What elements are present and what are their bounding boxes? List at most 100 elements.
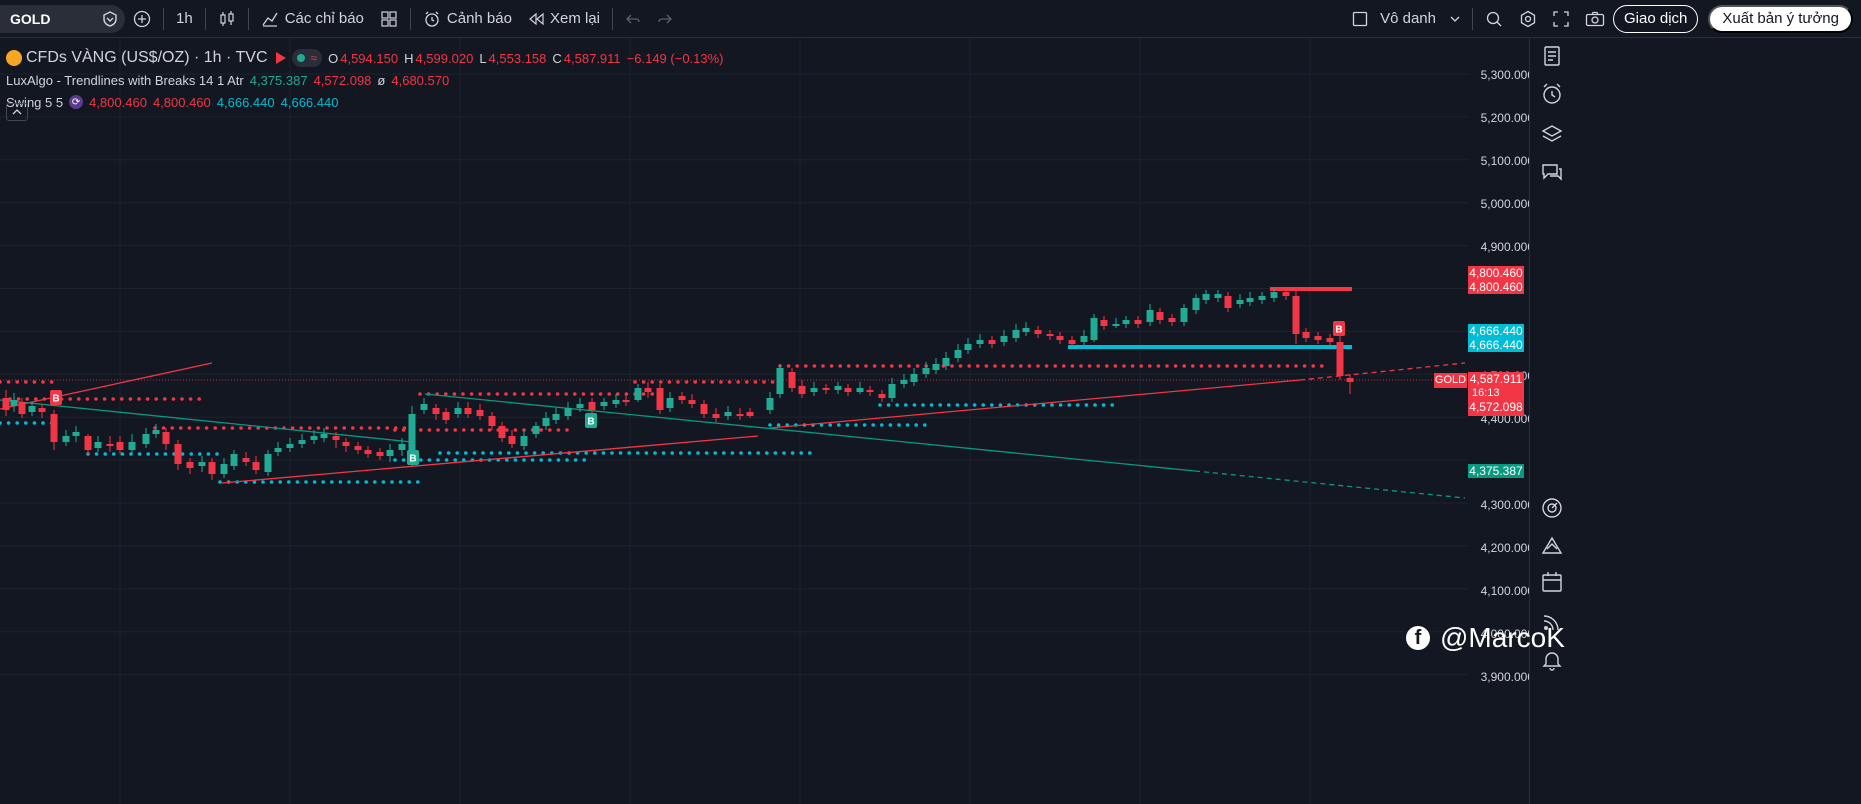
candle (152, 430, 160, 434)
resistance-dots (325, 426, 329, 430)
candle (1192, 298, 1200, 310)
resistance-dots (376, 426, 381, 430)
resistance-dots (453, 428, 458, 432)
layout-menu-button[interactable]: Vô danh (1344, 0, 1468, 38)
support-dots (261, 480, 265, 484)
candle (588, 402, 596, 410)
shield-icon[interactable] (101, 10, 119, 28)
candle (988, 340, 996, 344)
broadcast-icon[interactable] (1540, 610, 1564, 634)
resistance-dots (950, 364, 954, 368)
redo-button[interactable] (649, 0, 681, 38)
candle (488, 416, 496, 426)
support-dots (905, 423, 910, 427)
replay-button[interactable]: Xem lại (520, 0, 608, 38)
indicator-legend-luxalgo[interactable]: LuxAlgo - Trendlines with Breaks 14 1 At… (6, 69, 724, 91)
resistance-dots (239, 426, 243, 430)
price-scale[interactable]: 5,300.000 5,200.000 5,100.000 5,000.000 4,90… (1468, 38, 1534, 804)
chat-icon[interactable] (1540, 160, 1564, 184)
target-icon[interactable] (1540, 496, 1564, 520)
resistance-dots (762, 380, 766, 384)
support-dots (880, 423, 884, 427)
resistance-dots (581, 392, 586, 396)
candle (1314, 336, 1322, 340)
flag-icon[interactable] (275, 52, 286, 64)
support-dots (765, 451, 769, 455)
support-dots (573, 458, 578, 462)
support-dots (1076, 403, 1080, 407)
support-dots (679, 451, 683, 455)
undo-button[interactable] (617, 0, 649, 38)
resistance-dots (1010, 364, 1014, 368)
resistance-dots (16, 397, 21, 401)
resistance-dots (170, 426, 174, 430)
candle (38, 408, 46, 412)
notifications-icon[interactable] (1540, 648, 1564, 672)
alerts-button[interactable]: Cảnh báo (415, 0, 520, 38)
support-dots (524, 451, 528, 455)
indicator-name: LuxAlgo - Trendlines with Breaks 14 1 At… (6, 72, 244, 88)
add-symbol-button[interactable] (125, 0, 159, 38)
resistance-dots (1251, 364, 1255, 368)
support-dots (416, 480, 420, 484)
support-dots (0, 421, 2, 425)
divider (247, 7, 249, 30)
interval-button[interactable]: 1h (168, 0, 201, 38)
resistance-dots (547, 392, 551, 396)
resistance-dots (530, 392, 534, 396)
candle (186, 462, 194, 468)
candle (866, 390, 874, 392)
resistance-dots (111, 397, 115, 401)
support-dots (218, 480, 222, 484)
settings-button[interactable] (1511, 0, 1545, 38)
candle (964, 344, 972, 350)
indicators-button[interactable]: Các chỉ báo (253, 0, 372, 38)
resistance-dots (607, 392, 611, 396)
symbol-search[interactable]: GOLD (0, 4, 125, 33)
support-dots (756, 451, 760, 455)
price-chart-canvas[interactable]: B B B B (0, 38, 1468, 804)
main-series-legend[interactable]: CFDs VÀNG (US$/OZ) · 1h · TVC ≈ O 4,594.1… (6, 47, 724, 69)
snapshot-button[interactable] (1577, 0, 1613, 38)
resistance-dots (1044, 364, 1049, 368)
calendar-icon[interactable] (1540, 570, 1564, 594)
last-price-tag: 4,587.911 16:13 4,572.098 (1468, 372, 1524, 416)
resistance-dots (188, 397, 193, 401)
open-label: O (328, 50, 339, 66)
resistance-dots (1208, 364, 1212, 368)
resistance-dots (444, 392, 448, 396)
chart-type-button[interactable] (210, 0, 244, 38)
fullscreen-icon (1553, 10, 1569, 27)
support-dots (198, 452, 202, 456)
resistance-dots (487, 392, 491, 396)
chart-pane[interactable]: B B B B (0, 38, 1818, 804)
indicator-legend-swing[interactable]: Swing 5 5 ⟳ 4,800.460 4,800.460 4,666.44… (6, 91, 724, 113)
support-dots (862, 423, 867, 427)
resistance-dots (1277, 364, 1281, 368)
collapse-legend-button[interactable] (6, 103, 28, 121)
candle (464, 408, 472, 414)
resistance-dots (650, 392, 654, 396)
sync-icon: ⟳ (69, 95, 84, 109)
ideas-icon[interactable] (1540, 534, 1564, 558)
layers-icon[interactable] (1540, 122, 1564, 146)
candle (1292, 296, 1300, 334)
resistance-dots (469, 392, 474, 396)
resistance-dots (436, 428, 440, 432)
search-icon (1485, 10, 1503, 28)
support-dots (704, 451, 709, 455)
alerts-clock-icon[interactable] (1540, 82, 1564, 106)
resistance-dots (556, 428, 561, 432)
resistance-dots (368, 426, 372, 430)
watchlist-icon[interactable] (1540, 44, 1564, 68)
trade-button[interactable]: Giao dịch (1613, 4, 1699, 33)
publish-idea-button[interactable]: Xuất bản ý tưởng (1708, 4, 1853, 33)
support-dots (401, 458, 406, 462)
resistance-dots (247, 426, 252, 430)
resistance-dots (1122, 364, 1126, 368)
fullscreen-button[interactable] (1545, 0, 1577, 38)
quick-search-button[interactable] (1477, 0, 1511, 38)
resistance-dots (171, 397, 176, 401)
market-status-pill[interactable]: ≈ (291, 49, 323, 67)
templates-button[interactable] (372, 0, 406, 38)
